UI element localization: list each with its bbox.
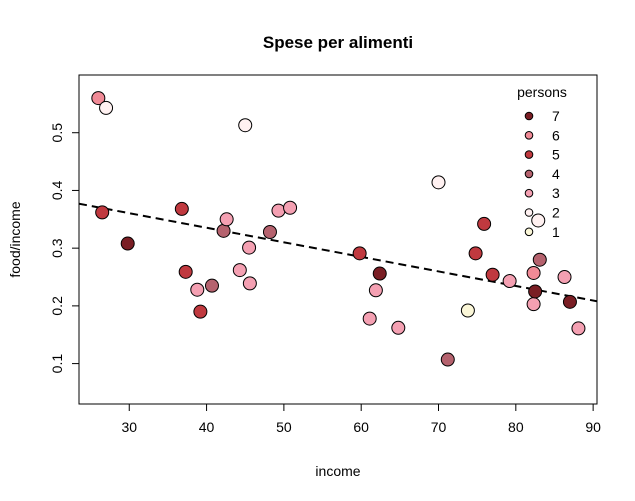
legend-marker xyxy=(524,111,534,121)
legend-label: 5 xyxy=(552,147,560,163)
data-point xyxy=(232,263,247,278)
legend-marker xyxy=(524,150,534,159)
data-point xyxy=(242,240,257,255)
regression-line xyxy=(79,202,597,303)
data-point xyxy=(190,282,205,297)
data-point xyxy=(557,270,572,285)
data-point xyxy=(372,266,387,281)
legend-title: persons xyxy=(517,84,567,100)
legend-marker xyxy=(524,208,534,217)
data-point xyxy=(95,205,110,220)
x-axis-title: income xyxy=(315,463,360,479)
data-point xyxy=(262,224,277,239)
y-tick-label: 0.5 xyxy=(49,123,65,143)
data-point xyxy=(283,200,298,215)
data-point xyxy=(368,283,383,298)
legend-marker xyxy=(524,188,534,198)
x-tick-label: 90 xyxy=(585,419,601,435)
legend-label: 1 xyxy=(552,224,560,240)
legend-label: 4 xyxy=(552,166,560,182)
data-point xyxy=(391,320,406,335)
legend: persons 7 6 5 4 3 2 1 xyxy=(517,84,567,240)
y-tick-label: 0.2 xyxy=(49,296,65,316)
data-point xyxy=(531,213,546,228)
x-tick-label: 50 xyxy=(276,419,292,435)
x-tick-label: 80 xyxy=(508,419,524,435)
data-point xyxy=(352,246,367,261)
data-point xyxy=(562,294,577,309)
plot-area xyxy=(78,74,598,405)
legend-marker xyxy=(524,169,534,179)
y-axis: 0.1 0.2 0.3 0.4 0.5 xyxy=(49,123,80,374)
legend-marker xyxy=(524,227,534,237)
chart-title: Spese per alimenti xyxy=(263,33,413,52)
data-point xyxy=(532,252,547,267)
y-tick-label: 0.3 xyxy=(49,238,65,258)
legend-label: 7 xyxy=(552,108,560,124)
data-point xyxy=(431,175,446,190)
x-tick-label: 40 xyxy=(199,419,215,435)
data-point xyxy=(91,91,106,106)
data-point xyxy=(219,212,234,227)
data-point xyxy=(216,223,231,238)
legend-label: 3 xyxy=(552,185,560,201)
x-tick-label: 60 xyxy=(353,419,369,435)
data-point xyxy=(477,216,492,231)
legend-label: 6 xyxy=(552,127,560,143)
data-point xyxy=(526,297,541,312)
data-point xyxy=(193,304,208,319)
y-tick-label: 0.4 xyxy=(49,180,65,200)
data-point xyxy=(238,118,253,133)
data-point xyxy=(571,321,586,336)
legend-marker xyxy=(524,131,534,140)
data-point xyxy=(362,311,377,326)
data-point xyxy=(440,352,455,367)
x-tick-label: 30 xyxy=(121,419,137,435)
data-point xyxy=(120,236,135,251)
data-point xyxy=(468,246,483,261)
x-tick-label: 70 xyxy=(431,419,447,435)
data-point xyxy=(271,203,286,218)
x-axis: 30 40 50 60 70 80 90 xyxy=(121,403,601,435)
data-point xyxy=(178,264,193,279)
data-point xyxy=(460,303,475,318)
legend-label: 2 xyxy=(552,205,560,221)
data-point xyxy=(526,265,541,280)
data-point xyxy=(242,276,257,291)
data-point xyxy=(174,201,189,216)
data-point xyxy=(502,274,517,289)
data-point xyxy=(528,284,543,299)
data-point xyxy=(99,100,114,115)
data-point xyxy=(485,267,500,282)
data-point xyxy=(204,278,219,293)
y-tick-label: 0.1 xyxy=(49,354,65,374)
y-axis-title: food/income xyxy=(7,201,23,277)
